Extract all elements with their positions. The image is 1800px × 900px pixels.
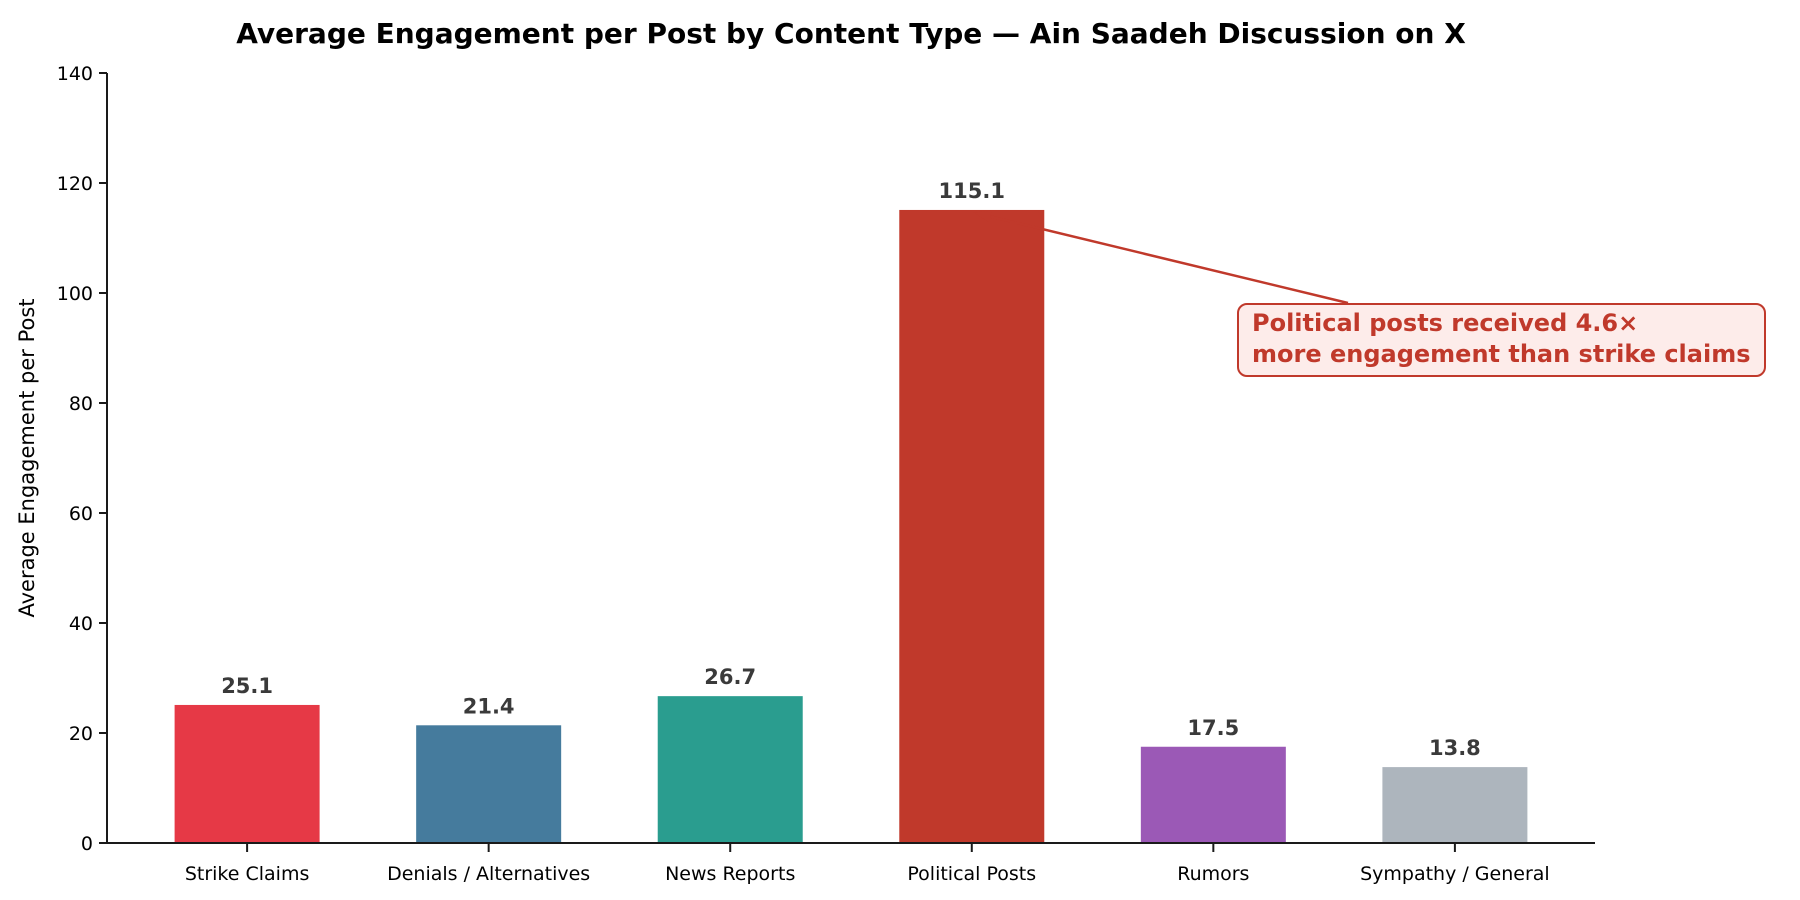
bar-political-posts: [899, 209, 1045, 843]
chart-title: Average Engagement per Post by Content T…: [236, 17, 1466, 50]
y-tick-label-20: 20: [69, 723, 93, 745]
y-tick-label-140: 140: [57, 63, 93, 85]
bar-denials-alternatives: [416, 725, 562, 843]
y-tick-label-100: 100: [57, 283, 93, 305]
bar-rumors: [1140, 746, 1286, 843]
y-tick-label-40: 40: [69, 613, 93, 635]
x-tick-label-denials-alternatives: Denials / Alternatives: [387, 863, 590, 885]
bar-value-label-strike-claims: 25.1: [221, 674, 273, 698]
bar-value-label-sympathy-general: 13.8: [1429, 736, 1481, 760]
y-tick-label-60: 60: [69, 503, 93, 525]
y-tick-label-120: 120: [57, 173, 93, 195]
bar-value-label-denials-alternatives: 21.4: [463, 694, 515, 718]
y-tick-label-0: 0: [81, 833, 93, 855]
bar-strike-claims: [174, 704, 320, 843]
bar-news-reports: [657, 696, 803, 843]
bar-value-label-rumors: 17.5: [1187, 716, 1239, 740]
x-tick-label-rumors: Rumors: [1177, 863, 1249, 885]
annotation-line-2: more engagement than strike claims: [1252, 340, 1751, 368]
x-tick-label-sympathy-general: Sympathy / General: [1360, 863, 1550, 885]
bar-sympathy-general: [1382, 767, 1528, 843]
bar-value-label-political-posts: 115.1: [939, 179, 1005, 203]
annotation-callout: Political posts received 4.6× more engag…: [1237, 303, 1766, 377]
annotation-arrow: [973, 210, 1349, 305]
x-tick-label-political-posts: Political Posts: [907, 863, 1036, 885]
y-tick-label-80: 80: [69, 393, 93, 415]
bar-value-label-news-reports: 26.7: [704, 665, 756, 689]
x-tick-label-news-reports: News Reports: [665, 863, 795, 885]
annotation-line-1: Political posts received 4.6×: [1252, 309, 1639, 337]
x-tick-label-strike-claims: Strike Claims: [185, 863, 310, 885]
